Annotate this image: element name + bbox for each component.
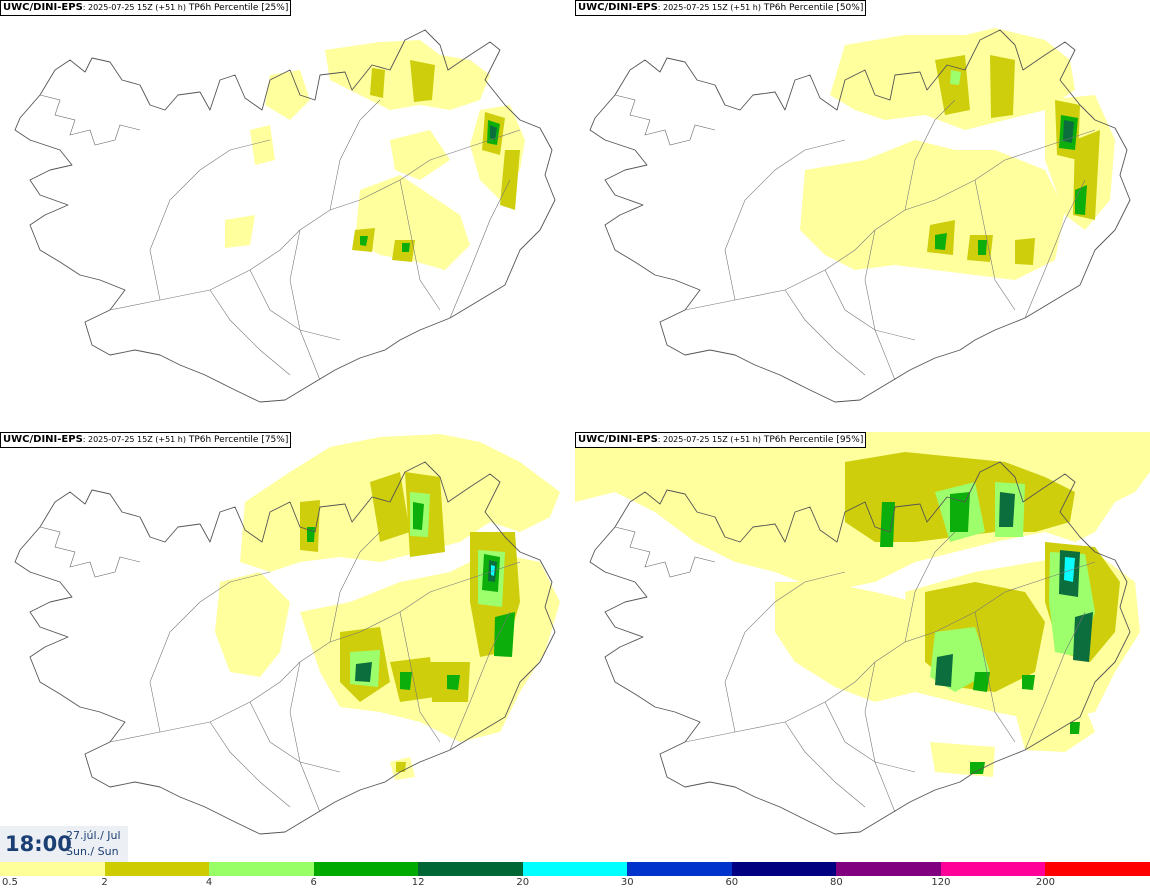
panel-title-p25: UWC/DINI-EPS: 2025-07-25 15Z (+51 h) TP6…: [0, 0, 292, 16]
legend-swatch: [418, 862, 524, 876]
model-name: UWC/DINI-EPS: [3, 2, 83, 13]
model-name: UWC/DINI-EPS: [578, 2, 658, 13]
legend-swatch: [627, 862, 733, 876]
precip-map-p25: [14, 29, 556, 403]
legend-label: 12: [411, 877, 425, 888]
legend-label: 80: [829, 877, 843, 888]
map-panel-p75: UWC/DINI-EPS: 2025-07-25 15Z (+51 h) TP6…: [0, 432, 575, 864]
model-name: UWC/DINI-EPS: [3, 434, 83, 445]
legend-label: 20: [516, 877, 530, 888]
field-name: TP6h Percentile [95%]: [760, 435, 864, 445]
legend-swatch: [313, 862, 420, 876]
legend-swatch: [940, 862, 1047, 876]
legend-swatch: [104, 862, 211, 876]
legend-swatch: [522, 862, 629, 876]
run-info: : 2025-07-25 15Z (+51 h): [82, 3, 186, 12]
field-name: TP6h Percentile [25%]: [185, 3, 289, 13]
legend-label: 6: [310, 877, 317, 888]
map-panel-p50: UWC/DINI-EPS: 2025-07-25 15Z (+51 h) TP6…: [575, 0, 1150, 432]
panel-title-p95: UWC/DINI-EPS: 2025-07-25 15Z (+51 h) TP6…: [575, 432, 867, 448]
valid-date: 27.júl./ Jul: [66, 829, 121, 842]
precip-fill-p95: [575, 432, 1150, 777]
valid-weekday: Sun./ Sun: [66, 845, 119, 858]
precip-map-p95: [575, 432, 1150, 835]
field-name: TP6h Percentile [75%]: [185, 435, 289, 445]
precip-fill-p25: [225, 40, 525, 270]
map-panel-p95: UWC/DINI-EPS: 2025-07-25 15Z (+51 h) TP6…: [575, 432, 1150, 864]
panel-title-p50: UWC/DINI-EPS: 2025-07-25 15Z (+51 h) TP6…: [575, 0, 867, 16]
precip-fill-p50: [800, 28, 1115, 280]
legend-label: 200: [1035, 877, 1055, 888]
run-info: : 2025-07-25 15Z (+51 h): [82, 435, 186, 444]
legend-label: 4: [205, 877, 213, 888]
legend-label: 2: [101, 877, 108, 888]
legend-swatch: [1045, 862, 1150, 876]
legend-label: 30: [620, 877, 634, 888]
run-info: : 2025-07-25 15Z (+51 h): [657, 3, 761, 12]
legend-swatch: [731, 862, 838, 876]
precip-fill-p75: [215, 434, 560, 780]
map-panel-p25: UWC/DINI-EPS: 2025-07-25 15Z (+51 h) TP6…: [0, 0, 575, 432]
precip-map-p75: [14, 434, 560, 835]
color-legend: 0.5 2 4 6 12 20 30 60 80 120 200: [0, 862, 1150, 891]
legend-swatch: [209, 862, 315, 876]
valid-time-box: 18:00 27.júl./ Jul Sun./ Sun: [0, 826, 128, 862]
model-name: UWC/DINI-EPS: [578, 434, 658, 445]
legend-swatch: [0, 862, 106, 876]
legend-label: 60: [725, 877, 739, 888]
run-info: : 2025-07-25 15Z (+51 h): [657, 435, 761, 444]
legend-swatch: [836, 862, 942, 876]
field-name: TP6h Percentile [50%]: [760, 3, 864, 13]
panel-title-p75: UWC/DINI-EPS: 2025-07-25 15Z (+51 h) TP6…: [0, 432, 292, 448]
legend-label: 0.5: [2, 877, 18, 888]
valid-hour: 18:00: [5, 832, 72, 856]
precip-map-p50: [589, 28, 1131, 403]
legend-label: 120: [931, 877, 951, 888]
